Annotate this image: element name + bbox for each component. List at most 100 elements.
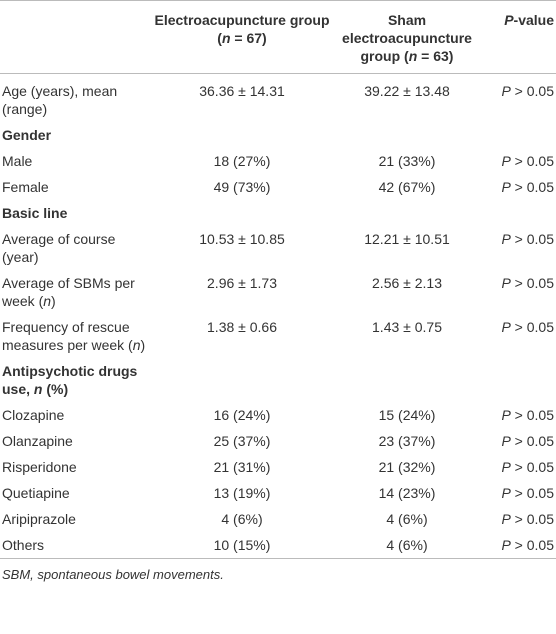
cell: 4 (6%) xyxy=(152,506,332,532)
text-run: P xyxy=(504,12,514,28)
cell: 1.43 ± 0.75 xyxy=(332,314,482,358)
text-run: 36.36 ± 14.31 xyxy=(199,83,285,99)
row-label: Average of course (year) xyxy=(0,226,152,270)
text-run: -value xyxy=(513,12,554,28)
row-label: Aripiprazole xyxy=(0,506,152,532)
table-row: Others 10 (15%) 4 (6%) P > 0.05 xyxy=(0,532,556,559)
table-row: Clozapine 16 (24%) 15 (24%) P > 0.05 xyxy=(0,402,556,428)
table-row: Frequency of rescue measures per week (n… xyxy=(0,314,556,358)
text-run: n xyxy=(408,48,418,64)
text-run: 4 (6%) xyxy=(386,511,428,527)
table-row: Antipsychotic drugs use, n (%) xyxy=(0,358,556,402)
table-row: Average of course (year) 10.53 ± 10.85 12.… xyxy=(0,226,556,270)
table-row: Female 49 (73%) 42 (67%) P > 0.05 xyxy=(0,174,556,200)
text-run: > 0.05 xyxy=(510,433,554,449)
cell: P > 0.05 xyxy=(482,454,556,480)
text-run: Risperidone xyxy=(2,459,77,475)
cell: P > 0.05 xyxy=(482,226,556,270)
text-run: > 0.05 xyxy=(510,83,554,99)
cell: 1.38 ± 0.66 xyxy=(152,314,332,358)
cell: 18 (27%) xyxy=(152,148,332,174)
cell: P > 0.05 xyxy=(482,174,556,200)
text-run: Olanzapine xyxy=(2,433,73,449)
text-run: > 0.05 xyxy=(510,275,554,291)
text-run: 25 (37%) xyxy=(213,433,271,449)
text-run: P xyxy=(501,83,511,99)
data-table: Electroacupuncture group (n = 67) Sham el… xyxy=(0,0,556,559)
text-run: P xyxy=(501,537,511,553)
text-run: 12.21 ± 10.51 xyxy=(364,231,450,247)
text-run: Clozapine xyxy=(2,407,65,423)
text-run: 39.22 ± 13.48 xyxy=(364,83,450,99)
header-cell: Sham electroacupuncture group (n = 63) xyxy=(332,0,482,74)
text-run: P xyxy=(501,485,511,501)
table-row: Aripiprazole 4 (6%) 4 (6%) P > 0.05 xyxy=(0,506,556,532)
text-run: 15 (24%) xyxy=(378,407,436,423)
cell: 23 (37%) xyxy=(332,428,482,454)
row-label: Age (years), mean (range) xyxy=(0,74,152,123)
text-run: > 0.05 xyxy=(510,459,554,475)
row-label: Male xyxy=(0,148,152,174)
text-run: > 0.05 xyxy=(510,511,554,527)
text-run: 16 (24%) xyxy=(213,407,271,423)
row-label: Female xyxy=(0,174,152,200)
cell: P > 0.05 xyxy=(482,148,556,174)
cell: 21 (33%) xyxy=(332,148,482,174)
cell: 4 (6%) xyxy=(332,506,482,532)
text-run: 13 (19%) xyxy=(213,485,271,501)
text-run: 14 (23%) xyxy=(378,485,436,501)
cell: P > 0.05 xyxy=(482,506,556,532)
cell: P > 0.05 xyxy=(482,480,556,506)
text-run: n xyxy=(43,293,52,309)
text-run: 23 (37%) xyxy=(378,433,436,449)
table-row: Gender xyxy=(0,122,556,148)
row-label: Olanzapine xyxy=(0,428,152,454)
text-run: 1.38 ± 0.66 xyxy=(207,319,277,335)
text-run: > 0.05 xyxy=(510,153,554,169)
text-run: Aripiprazole xyxy=(2,511,76,527)
text-run: 49 (73%) xyxy=(213,179,271,195)
row-label: Frequency of rescue measures per week (n… xyxy=(0,314,152,358)
footnote: SBM, spontaneous bowel movements. xyxy=(0,567,556,582)
text-run: Average of SBMs per week ( xyxy=(2,275,135,309)
text-run: P xyxy=(501,275,511,291)
row-label: Risperidone xyxy=(0,454,152,480)
section-label: Gender xyxy=(0,122,556,148)
cell: 10.53 ± 10.85 xyxy=(152,226,332,270)
row-label: Others xyxy=(0,532,152,559)
text-run: ) xyxy=(51,293,56,309)
table-row: Average of SBMs per week (n) 2.96 ± 1.73 2… xyxy=(0,270,556,314)
cell: P > 0.05 xyxy=(482,532,556,559)
text-run: = 63) xyxy=(417,48,454,64)
header-cell xyxy=(0,0,152,74)
text-run: 18 (27%) xyxy=(213,153,271,169)
cell: 2.56 ± 2.13 xyxy=(332,270,482,314)
text-run: 21 (31%) xyxy=(213,459,271,475)
row-label: Quetiapine xyxy=(0,480,152,506)
text-run: n xyxy=(33,381,43,397)
cell: P > 0.05 xyxy=(482,74,556,123)
text-run: Gender xyxy=(2,127,52,143)
cell: 12.21 ± 10.51 xyxy=(332,226,482,270)
cell: 14 (23%) xyxy=(332,480,482,506)
cell: 4 (6%) xyxy=(332,532,482,559)
cell: 42 (67%) xyxy=(332,174,482,200)
text-run: 21 (32%) xyxy=(378,459,436,475)
text-run: P xyxy=(501,179,511,195)
cell: P > 0.05 xyxy=(482,402,556,428)
text-run: Electroacupuncture group ( xyxy=(154,12,330,46)
cell: P > 0.05 xyxy=(482,270,556,314)
text-run: 2.56 ± 2.13 xyxy=(372,275,442,291)
cell: 13 (19%) xyxy=(152,480,332,506)
text-run: SBM, spontaneous bowel movements. xyxy=(2,567,224,582)
text-run: Sham electroacupuncture group ( xyxy=(342,12,472,64)
text-run: P xyxy=(501,433,511,449)
section-label: Antipsychotic drugs use, n (%) xyxy=(0,358,556,402)
cell: 25 (37%) xyxy=(152,428,332,454)
text-run: P xyxy=(501,407,511,423)
table-row: Male 18 (27%) 21 (33%) P > 0.05 xyxy=(0,148,556,174)
cell: 10 (15%) xyxy=(152,532,332,559)
row-label: Clozapine xyxy=(0,402,152,428)
text-run: 1.43 ± 0.75 xyxy=(372,319,442,335)
text-run: 2.96 ± 1.73 xyxy=(207,275,277,291)
